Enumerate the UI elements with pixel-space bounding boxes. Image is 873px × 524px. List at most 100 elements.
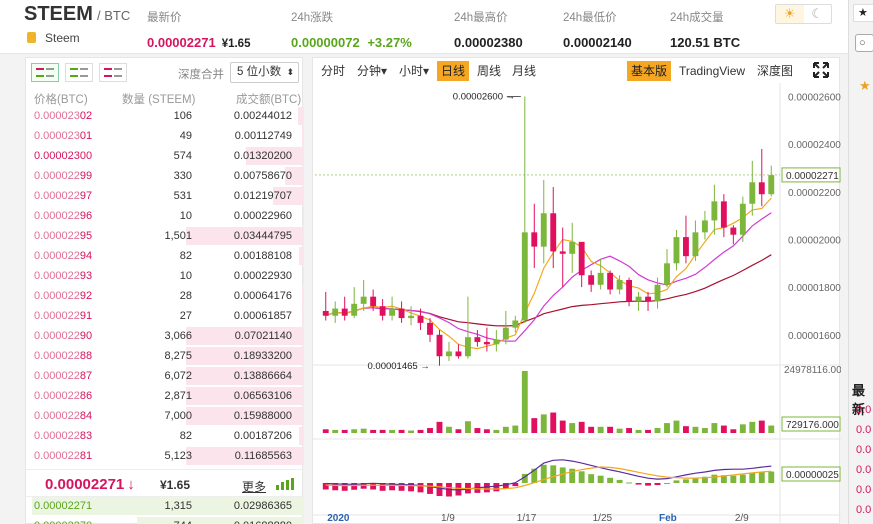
ask-price: 0.00002296 [34,210,92,222]
moon-icon[interactable]: ☾ [811,6,824,21]
ask-row[interactable]: 0.00002296 10 0.00022960 [26,206,304,226]
ask-row[interactable]: 0.00002301 49 0.00112749 [26,126,304,146]
stat-24h-volume-value: 120.51 BTC [670,35,741,50]
volume-bar [417,429,424,433]
ask-qty: 10 [179,270,192,282]
volume-bar [758,420,765,433]
ask-price-main: 0.000022 [34,310,80,322]
ask-row[interactable]: 0.00002290 3,066 0.07021140 [26,326,304,346]
depth-precision-value: 5 位小数 [237,66,282,78]
tab-daily[interactable]: 日线 [437,61,470,81]
ask-total: 0.03444795 [233,230,292,242]
ask-price: 0.00002300 [34,150,92,162]
tab-minute[interactable]: 分钟▾ [353,61,391,81]
volume-bar [569,423,576,433]
asset-name[interactable]: Steem [27,31,80,45]
candle-body [464,337,471,357]
latest-trade-price: 0.0 [856,464,872,476]
candle-body [626,279,633,302]
ask-row[interactable]: 0.00002281 5,123 0.11685563 [26,446,304,466]
ask-row[interactable]: 0.00002302 106 0.00244012 [26,106,304,126]
more-link[interactable]: 更多 [242,480,267,494]
volume-bar [436,421,443,433]
ask-price-tail: 84 [79,410,93,422]
ask-row[interactable]: 0.00002293 10 0.00022930 [26,266,304,286]
ask-price-main: 0.000022 [34,430,80,442]
chart-toolbar: 分时 分钟▾ 小时▾ 日线 周线 月线 基本版 TradingView 深度图 [313,58,841,82]
star-icon[interactable]: ★ [859,78,871,93]
tab-timeline[interactable]: 分时 [321,64,346,78]
ask-row[interactable]: 0.00002292 28 0.00064176 [26,286,304,306]
ask-qty: 7,000 [164,410,192,422]
tab-weekly[interactable]: 周线 [477,64,502,78]
favorite-star-tab[interactable]: ★ [853,4,873,22]
last-price-fiat: ¥1.65 [160,478,191,492]
volume-bar [483,429,490,433]
ask-row[interactable]: 0.00002299 330 0.00758670 [26,166,304,186]
ask-row[interactable]: 0.00002300 574 0.01320200 [26,146,304,166]
col-total-header: 成交额(BTC) [236,94,302,106]
macd-histogram-bar [531,468,538,483]
macd-histogram-bar [645,483,651,486]
macd-histogram-bar [379,483,386,491]
ask-price: 0.00002288 [34,350,92,362]
mode-basic[interactable]: 基本版 [627,61,672,81]
bid-price: 0.00002270 [34,520,92,524]
candle-body [417,315,424,323]
tab-monthly[interactable]: 月线 [512,64,537,78]
ask-price-main: 0.000023 [34,130,80,142]
bid-row[interactable]: 0.00002270 744 0.01688880 [26,516,304,524]
macd-histogram-bar [398,483,405,491]
macd-histogram-bar [701,476,708,483]
ask-depth-bar [298,107,304,125]
mode-tradingview[interactable]: TradingView [679,64,746,78]
view-both-icon[interactable] [31,63,59,82]
candle-body [379,306,386,316]
volume-bar [701,428,708,433]
search-icon[interactable]: ○ [855,34,873,52]
ask-row[interactable]: 0.00002283 82 0.00187206 [26,426,304,446]
ask-row[interactable]: 0.00002287 6,072 0.13886664 [26,366,304,386]
view-asks-icon[interactable] [99,63,127,82]
ask-row[interactable]: 0.00002294 82 0.00188108 [26,246,304,266]
ask-row[interactable]: 0.00002288 8,275 0.18933200 [26,346,304,366]
fullscreen-icon[interactable] [813,62,829,78]
ask-row[interactable]: 0.00002297 531 0.01219707 [26,186,304,206]
candle-body [597,272,604,285]
view-bids-icon[interactable] [65,63,93,82]
macd-histogram-bar [512,483,519,487]
latest-trade-price: 0.0 [856,444,872,456]
sun-icon[interactable]: ☀ [776,5,804,23]
ask-row[interactable]: 0.00002286 2,871 0.06563106 [26,386,304,406]
ask-price-main: 0.000022 [34,390,80,402]
bid-row[interactable]: 0.00002271 1,315 0.02986365 [26,496,304,516]
ask-row[interactable]: 0.00002284 7,000 0.15988000 [26,406,304,426]
last-price-number: 0.00002271 [45,476,125,493]
macd-histogram-bar [351,483,358,490]
tab-hour[interactable]: 小时▾ [395,61,433,81]
current-price-tag: 0.00002271 [786,171,839,182]
mode-depth[interactable]: 深度图 [757,64,794,78]
ask-price-tail: 90 [79,330,93,342]
candle-body [701,220,708,233]
macd-histogram-bar [597,475,604,483]
volume-bar [616,428,623,433]
ask-price-main: 0.000022 [34,370,80,382]
ask-row[interactable]: 0.00002295 1,501 0.03444795 [26,226,304,246]
market-symbol[interactable]: STEEM [24,3,93,25]
price-axis-label: 0.00002600 [788,93,841,104]
kline-chart[interactable]: 0.00002600 0.00002400 0.00002200 0.00002000… [313,83,841,524]
depth-precision-select[interactable]: 5 位小数 ⬍ [230,62,299,83]
macd-histogram-bar [692,477,699,483]
stat-24h-change: 24h涨跌 0.00000072 +3.27% [291,9,412,50]
ask-row[interactable]: 0.00002291 27 0.00061857 [26,306,304,326]
candle-body [502,327,509,340]
candle-body [531,232,538,247]
tab-minute-label: 分钟 [357,64,382,78]
ask-total: 0.00188108 [233,250,292,262]
col-qty-header: 数量 (STEEM) [122,94,196,106]
macd-histogram-bar [540,464,547,483]
ask-depth-bar [246,147,304,165]
macd-histogram-bar [626,482,633,484]
ask-depth-bar [186,227,304,245]
